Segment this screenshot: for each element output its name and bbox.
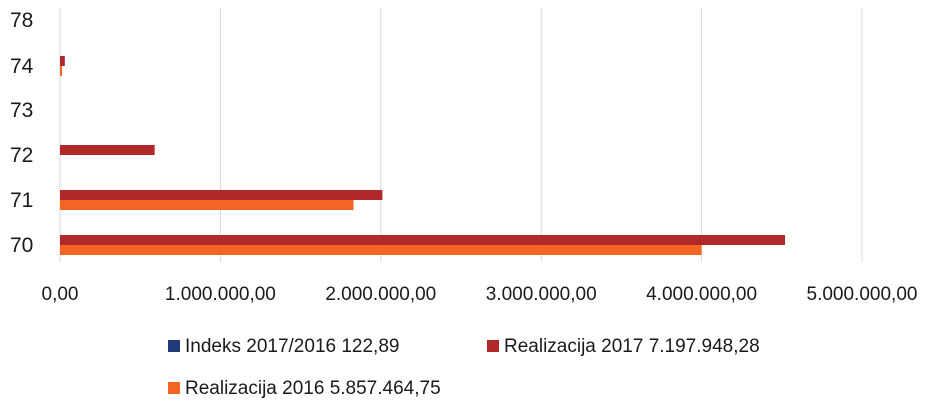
y-tick-label: 72 [10, 144, 33, 167]
y-tick-label: 71 [10, 189, 33, 212]
legend-swatch [168, 382, 180, 394]
bar-74-series-2 [60, 66, 62, 76]
x-tick-label: 1.000.000,00 [165, 284, 276, 305]
bar-71-series-2 [60, 200, 354, 210]
y-tick-label: 74 [10, 55, 34, 78]
bar-70-series-1 [60, 235, 786, 245]
legend-label: Realizacija 2017 7.197.948,28 [504, 336, 760, 357]
bar-71-series-1 [60, 190, 383, 200]
gridlines [59, 8, 863, 262]
x-tick-label: 4.000.000,00 [646, 284, 757, 305]
x-tick-label: 3.000.000,00 [486, 284, 597, 305]
y-tick-label: 78 [10, 9, 33, 32]
legend-label: Indeks 2017/2016 122,89 [185, 336, 399, 357]
y-tick-label: 70 [10, 234, 33, 257]
bar-72-series-1 [60, 145, 155, 155]
bars [60, 56, 786, 255]
x-axis-ticks: 0,00 1.000.000,00 2.000.000,00 3.000.000,00… [42, 284, 918, 305]
legend-swatch [487, 340, 499, 352]
legend-swatch [168, 340, 180, 352]
bar-74-series-1 [60, 56, 65, 66]
bar-70-series-2 [60, 245, 702, 255]
legend-label: Realizacija 2016 5.857.464,75 [185, 378, 441, 399]
legend: Indeks 2017/2016 122,89 Realizacija 2017 … [168, 336, 760, 399]
x-tick-label: 2.000.000,00 [325, 284, 436, 305]
y-tick-label: 73 [10, 99, 33, 122]
x-tick-label: 0,00 [42, 284, 79, 305]
y-axis-ticks: 70 71 72 73 74 78 [10, 9, 34, 257]
x-tick-label: 5.000.000,00 [807, 284, 918, 305]
